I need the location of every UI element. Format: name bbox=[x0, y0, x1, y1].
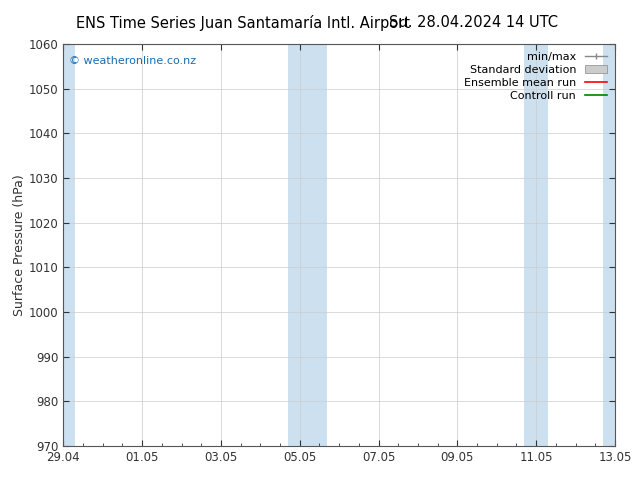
Bar bbox=[288, 44, 327, 446]
Y-axis label: Surface Pressure (hPa): Surface Pressure (hPa) bbox=[13, 174, 26, 316]
Bar bbox=[61, 44, 75, 446]
Text: Su. 28.04.2024 14 UTC: Su. 28.04.2024 14 UTC bbox=[389, 15, 558, 30]
Text: © weatheronline.co.nz: © weatheronline.co.nz bbox=[69, 56, 196, 66]
Text: ENS Time Series Juan Santamaría Intl. Airport: ENS Time Series Juan Santamaría Intl. Ai… bbox=[76, 15, 410, 31]
Bar bbox=[524, 44, 548, 446]
Bar bbox=[603, 44, 617, 446]
Legend: min/max, Standard deviation, Ensemble mean run, Controll run: min/max, Standard deviation, Ensemble me… bbox=[462, 49, 609, 103]
